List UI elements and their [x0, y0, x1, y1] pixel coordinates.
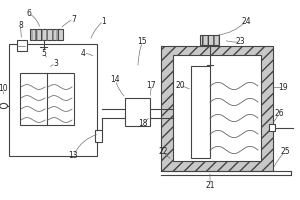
Text: 19: 19	[279, 83, 288, 92]
Text: 24: 24	[241, 17, 251, 25]
Text: 14: 14	[111, 75, 120, 84]
Text: 4: 4	[81, 48, 86, 58]
Bar	[124, 98, 150, 126]
Text: 1: 1	[101, 17, 106, 25]
Text: 23: 23	[235, 38, 245, 46]
Text: 22: 22	[159, 148, 168, 156]
Bar	[9, 44, 98, 156]
Text: 21: 21	[205, 182, 215, 190]
Text: 26: 26	[274, 110, 284, 118]
Text: 8: 8	[18, 21, 23, 29]
Text: 15: 15	[138, 38, 147, 46]
Text: 6: 6	[26, 8, 31, 18]
Bar	[200, 35, 219, 45]
Text: 5: 5	[41, 48, 46, 58]
Text: 20: 20	[175, 81, 185, 90]
Text: 3: 3	[53, 58, 58, 68]
Bar	[30, 29, 63, 40]
Text: 17: 17	[147, 81, 156, 90]
Circle shape	[0, 103, 8, 109]
Text: 18: 18	[138, 119, 147, 129]
Bar	[268, 124, 274, 131]
Bar	[94, 130, 102, 142]
Bar	[160, 46, 273, 171]
Bar	[16, 40, 27, 51]
Text: 25: 25	[280, 148, 290, 156]
Bar	[172, 55, 261, 161]
Text: 13: 13	[69, 152, 78, 160]
Text: 7: 7	[71, 15, 76, 23]
Bar	[20, 73, 74, 125]
Bar	[190, 66, 210, 158]
Text: 10: 10	[0, 84, 8, 93]
